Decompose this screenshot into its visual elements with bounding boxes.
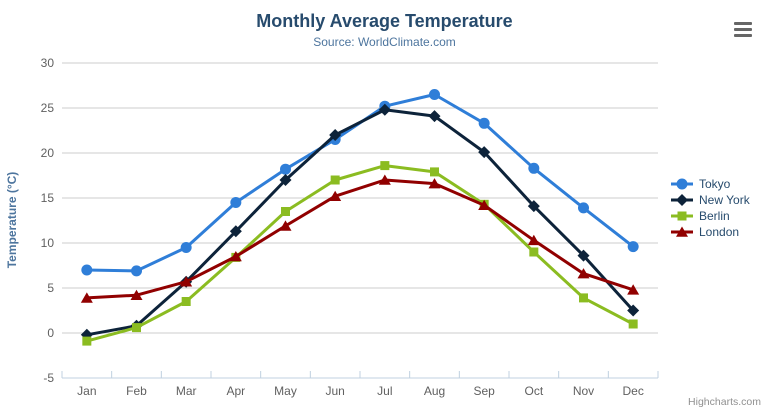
data-point-london-Aug[interactable] <box>428 178 441 189</box>
data-point-london-Jan[interactable] <box>80 292 93 303</box>
y-axis-tick-label: 30 <box>41 56 55 70</box>
data-point-london-Apr[interactable] <box>229 251 242 262</box>
series-line-berlin <box>85 164 635 343</box>
hamburger-icon <box>734 22 752 37</box>
data-point-london-Jun[interactable] <box>329 190 342 201</box>
chart-title: Monthly Average Temperature <box>256 11 513 31</box>
x-axis-category-label: Aug <box>424 384 445 398</box>
data-point-tokyo-Feb[interactable] <box>131 265 142 277</box>
data-point-berlin-Nov[interactable] <box>579 293 588 303</box>
legend-item-label: London <box>699 224 740 239</box>
data-point-london-Feb[interactable] <box>130 289 143 300</box>
data-point-new-york-Aug[interactable] <box>428 110 441 123</box>
data-point-berlin-Feb[interactable] <box>132 323 141 333</box>
x-axis-category-label: May <box>274 384 297 398</box>
y-axis-tick-label: -5 <box>43 371 54 385</box>
data-point-tokyo-Aug[interactable] <box>429 89 440 100</box>
series-line-new-york <box>85 108 635 337</box>
legend-item-london[interactable]: London <box>670 224 750 239</box>
chart-subtitle: Source: WorldClimate.com <box>313 35 456 49</box>
x-axis-category-label: Sep <box>473 384 495 398</box>
data-point-berlin-Jul[interactable] <box>380 161 390 171</box>
data-point-berlin-Dec[interactable] <box>628 319 638 329</box>
data-point-berlin-Oct[interactable] <box>529 247 539 257</box>
series-line-london <box>85 178 635 300</box>
legend-item-new-york[interactable]: New York <box>670 192 750 207</box>
data-point-new-york-Nov[interactable] <box>577 249 590 262</box>
legend: Tokyo New York Berlin London <box>670 176 750 239</box>
data-point-tokyo-Jan[interactable] <box>81 264 93 276</box>
legend-item-berlin[interactable]: Berlin <box>670 208 750 223</box>
y-axis-tick-label: 15 <box>41 191 55 205</box>
data-point-london-Sep[interactable] <box>478 199 491 210</box>
data-point-london-Oct[interactable] <box>527 234 540 246</box>
legend-item-label: Berlin <box>699 208 730 223</box>
data-point-tokyo-Nov[interactable] <box>578 202 589 214</box>
y-axis-tick-label: 0 <box>47 326 54 340</box>
y-axis-title: Temperature (°C) <box>5 172 19 269</box>
data-point-berlin-Mar[interactable] <box>181 297 191 306</box>
data-point-berlin-Jun[interactable] <box>330 175 340 185</box>
data-point-london-Mar[interactable] <box>180 276 193 287</box>
data-point-london-Jul[interactable] <box>378 174 391 185</box>
x-axis-category-label: Apr <box>226 384 245 398</box>
data-point-london-Dec[interactable] <box>627 284 640 295</box>
x-axis-category-label: Jan <box>77 384 96 398</box>
data-point-tokyo-Apr[interactable] <box>230 197 242 208</box>
legend-item-label: New York <box>699 192 750 207</box>
data-point-berlin-Aug[interactable] <box>430 167 439 177</box>
data-point-new-york-Sep[interactable] <box>478 146 491 159</box>
data-point-new-york-Oct[interactable] <box>527 200 540 213</box>
legend-item-label: Tokyo <box>699 176 731 191</box>
x-axis-category-label: Dec <box>622 384 643 398</box>
x-axis-category-label: Jun <box>325 384 344 398</box>
x-axis-category-label: Nov <box>573 384 594 398</box>
y-axis-tick-label: 10 <box>41 236 55 250</box>
data-point-new-york-May[interactable] <box>279 174 292 186</box>
x-axis-category-label: Oct <box>524 384 543 398</box>
data-point-london-May[interactable] <box>279 220 292 231</box>
x-axis-category-label: Feb <box>126 384 147 398</box>
triangle-marker-icon <box>671 226 693 237</box>
data-point-tokyo-Oct[interactable] <box>528 162 540 174</box>
data-point-new-york-Dec[interactable] <box>627 304 640 317</box>
data-point-berlin-May[interactable] <box>281 207 290 216</box>
data-point-tokyo-Mar[interactable] <box>180 242 192 253</box>
data-point-tokyo-Dec[interactable] <box>627 241 639 253</box>
x-axis-category-label: Mar <box>176 384 197 398</box>
y-axis-tick-label: 5 <box>47 281 54 295</box>
export-menu-button[interactable] <box>734 21 752 38</box>
square-marker-icon <box>671 211 693 220</box>
data-point-tokyo-Sep[interactable] <box>478 117 490 129</box>
data-point-new-york-Jun[interactable] <box>329 129 342 141</box>
circle-marker-icon <box>671 178 693 189</box>
y-axis-tick-label: 25 <box>41 101 55 115</box>
data-point-new-york-Jul[interactable] <box>378 103 391 116</box>
data-point-new-york-Apr[interactable] <box>229 225 242 238</box>
data-point-london-Nov[interactable] <box>577 268 590 279</box>
data-point-tokyo-May[interactable] <box>280 163 291 175</box>
legend-item-tokyo[interactable]: Tokyo <box>670 176 750 191</box>
diamond-marker-icon <box>671 193 693 206</box>
y-axis-tick-label: 20 <box>41 146 55 160</box>
credits-link[interactable]: Highcharts.com <box>688 396 761 408</box>
data-point-berlin-Jan[interactable] <box>82 336 92 346</box>
x-axis-category-label: Jul <box>377 384 392 398</box>
